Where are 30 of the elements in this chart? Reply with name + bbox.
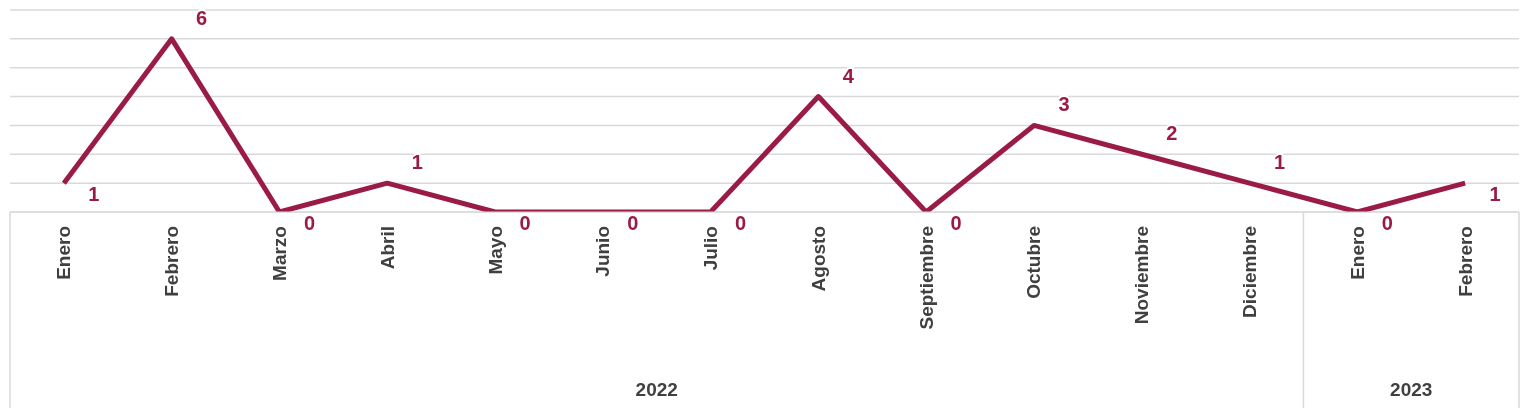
data-label: 0 (950, 212, 962, 234)
x-tick-label: Agosto (807, 226, 829, 292)
x-tick-label: Febrero (161, 226, 183, 297)
x-tick-label: Junio (592, 226, 614, 277)
data-label: 1 (88, 183, 100, 206)
data-label: 1 (1273, 151, 1286, 174)
data-label: 0 (735, 212, 747, 234)
x-tick-label: Marzo (268, 226, 290, 281)
x-tick-label: Septiembre (915, 226, 937, 330)
data-label: 1 (411, 151, 423, 174)
data-label: 0 (303, 212, 316, 234)
x-tick-label: Noviembre (1131, 226, 1153, 325)
data-label: 0 (1381, 212, 1393, 234)
data-label: 0 (519, 212, 531, 234)
x-tick-label: Febrero (1454, 226, 1476, 297)
data-label: 3 (1058, 93, 1070, 116)
data-label: 2 (1166, 122, 1178, 145)
x-tick-label: Enero (1346, 226, 1368, 280)
text: 2023 (1390, 379, 1433, 400)
text: 2022 (635, 379, 678, 400)
x-tick-label: Diciembre (1239, 226, 1261, 318)
x-tick-label: Octubre (1023, 226, 1045, 299)
data-label: 6 (196, 6, 208, 29)
x-tick-label: Abril (376, 226, 398, 270)
data-label: 0 (627, 212, 639, 234)
x-tick-label: Mayo (484, 226, 506, 275)
x-tick-label: Julio (700, 226, 722, 271)
data-label: 1 (1489, 183, 1501, 206)
data-label: 4 (842, 64, 855, 87)
x-tick-label: Enero (53, 226, 75, 280)
